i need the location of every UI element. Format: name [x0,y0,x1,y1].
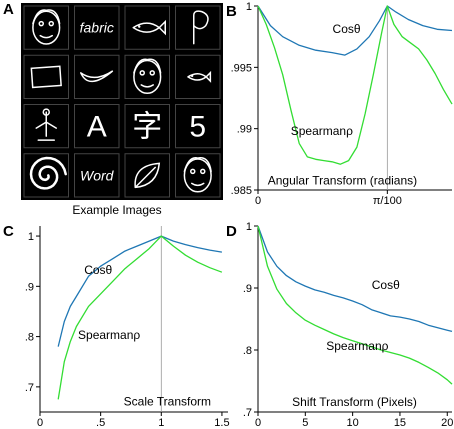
tile-text-13: Word [74,153,120,198]
x-tick-label: π/100 [373,195,402,207]
panel-c-letter: C [3,223,14,240]
svg-text:字: 字 [132,111,162,144]
svg-text:fabric: fabric [80,20,114,36]
x-tick-label: 1.5 [214,417,229,429]
y-tick-label: .99 [237,124,252,136]
x-axis-label: Shift Transform (Pixels) [292,395,417,409]
x-tick-label: 0 [37,417,43,429]
face-sketch-icon [124,54,170,99]
series-line-cos [57,235,223,347]
image-grid [21,3,223,200]
series-line-spearman [257,5,453,165]
series-line-cos [257,5,453,56]
series-line-spearman [57,235,223,400]
series-label: Spearmanρ [78,328,140,342]
y-tick-label: .985 [231,185,252,197]
spiral-icon [23,153,69,198]
tile-text-1: fabric [74,5,120,50]
x-tick-label: 10 [347,417,359,429]
series-line-cos [257,225,453,333]
panel-a-caption: Example Images [72,203,161,217]
svg-text:Word: Word [80,167,115,183]
x-tick-label: 20 [441,417,453,429]
x-axis-label: Scale Transform [124,394,211,408]
y-tick-label: .9 [243,283,252,295]
x-tick-label: 0 [255,417,261,429]
bird-figure-icon [23,104,69,149]
series-line-spearman [257,225,453,385]
x-tick-label: .5 [96,417,105,429]
rectangle-outline-icon [23,54,69,99]
face-sketch-icon [175,153,221,198]
curl-stroke-icon [175,5,221,50]
series-label: Spearmanρ [291,124,353,138]
x-tick-label: 1 [158,417,164,429]
leaf-icon [124,153,170,198]
tile-text-10: 字 [124,104,170,149]
fish-small-icon [175,54,221,99]
panel-c: C .7 .8 .9 1 0 .5 1 1.5 Cosθ Spearmanρ Scale Trans… [3,223,230,429]
chart-b: .985 .99 .995 1 0 π/100 Cosθ Spearmanρ Angular T… [231,1,453,207]
y-tick-label: .7 [25,382,34,394]
tile-text-11: 5 [175,104,221,149]
y-tick-label: .9 [25,281,34,293]
face-sketch-icon [23,5,69,50]
panel-d-letter: D [226,223,237,240]
panel-b-letter: B [226,3,237,20]
series-label: Cosθ [372,278,400,292]
series-label: Spearmanρ [326,339,388,353]
x-tick-label: 5 [302,417,308,429]
y-tick-label: 1 [246,221,252,233]
y-tick-label: 1 [246,1,252,13]
panel-b: B .985 .99 .995 1 0 π/100 Cosθ Spearmanρ Angular… [226,1,453,207]
series-label: Cosθ [333,22,361,36]
chart-c: .7 .8 .9 1 0 .5 1 1.5 Cosθ Spearmanρ Scale Transfo… [25,226,230,429]
y-tick-label: .8 [25,332,34,344]
x-axis-label: Angular Transform (radians) [268,173,417,187]
svg-text:A: A [87,111,107,144]
tile-text-9: A [74,104,120,149]
axes-D [257,226,452,413]
axes-C [39,226,228,413]
panel-a-letter: A [3,1,14,18]
y-tick-label: .8 [243,345,252,357]
svg-text:5: 5 [189,111,206,144]
series-label: Cosθ [84,263,112,277]
y-tick-label: .7 [243,407,252,419]
fish-icon [124,5,170,50]
y-tick-label: .995 [231,62,252,74]
x-tick-label: 15 [394,417,406,429]
y-tick-label: 1 [28,231,34,243]
image-tiles: fabric A 字 5 Word [23,5,221,198]
banana-icon [74,54,120,99]
x-tick-label: 0 [255,195,261,207]
